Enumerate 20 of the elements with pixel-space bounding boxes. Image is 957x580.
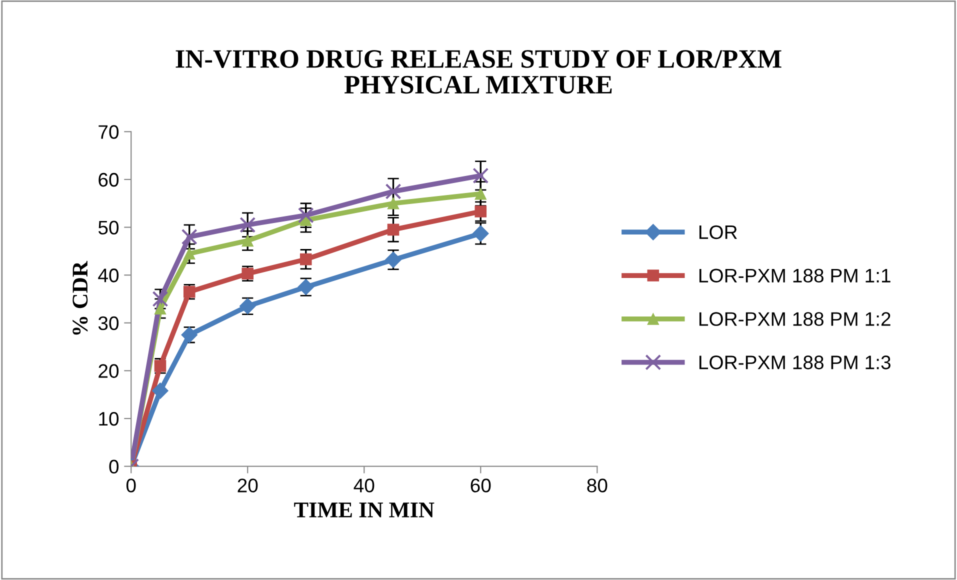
y-tick-label: 40 [98,268,119,282]
chart-title: IN-VITRO DRUG RELEASE STUDY OF LOR/PXM PHYSICAL MIXTURE [176,50,782,94]
x-axis-title: TIME IN MIN [294,502,434,518]
y-tick-label: 30 [98,316,119,330]
y-axis-title: % CDR [72,260,88,335]
x-tick-label: 40 [354,478,374,492]
x-tick-label: 80 [587,478,608,492]
y-tick-label: 0 [109,460,119,474]
x-tick-label: 20 [238,478,258,492]
y-tick-label: 10 [99,412,119,426]
legend-label: LOR-PXM 188 PM 1:3 [699,356,890,370]
y-tick-label: 50 [98,220,119,235]
y-tick-label: 60 [98,172,119,187]
y-tick-label: 20 [98,364,119,378]
x-tick-label: 0 [126,478,136,492]
legend-label: LOR-PXM 188 PM 1:2 [699,312,890,326]
legend-label: LOR-PXM 188 PM 1:1 [699,268,890,283]
y-tick-label: 70 [98,125,119,139]
legend-label: LOR [699,225,737,240]
x-tick-label: 60 [470,478,491,492]
